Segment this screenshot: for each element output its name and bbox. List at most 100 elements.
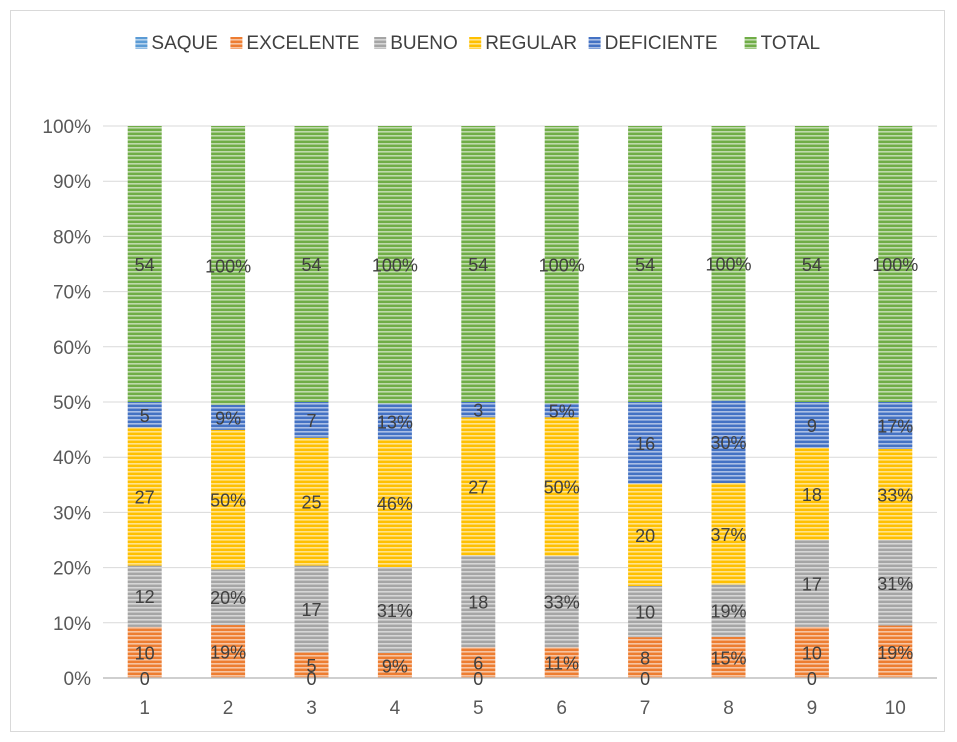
x-tick-label: 2 bbox=[223, 698, 234, 719]
y-tick-label: 100% bbox=[42, 117, 91, 138]
legend-item-total: TOTAL bbox=[744, 33, 820, 54]
legend-swatch bbox=[230, 37, 243, 49]
x-tick-label: 8 bbox=[723, 698, 734, 719]
x-tick-label: 7 bbox=[640, 698, 651, 719]
data-label: 100% bbox=[872, 255, 918, 275]
data-label: 15% bbox=[710, 648, 746, 668]
x-tick-label: 3 bbox=[306, 698, 317, 719]
bar-segment-total bbox=[377, 126, 412, 404]
bar-segment-deficiente bbox=[377, 403, 412, 440]
bar-segment-excelente bbox=[377, 653, 412, 678]
x-tick-label: 6 bbox=[556, 698, 567, 719]
legend-label: DEFICIENTE bbox=[605, 33, 718, 54]
bar-segment-total bbox=[294, 126, 329, 402]
data-label: 0 bbox=[306, 669, 316, 689]
data-label: 8 bbox=[640, 649, 650, 669]
bar-segment-total bbox=[211, 126, 246, 405]
bar-segment-excelente bbox=[711, 636, 746, 678]
bar-segment-excelente bbox=[294, 652, 329, 678]
bar-segment-deficiente bbox=[878, 402, 913, 449]
bar-segment-regular bbox=[628, 483, 663, 586]
data-label: 20 bbox=[635, 526, 655, 546]
data-label: 27 bbox=[468, 477, 488, 497]
data-label: 31% bbox=[877, 574, 913, 594]
bar-segment-regular bbox=[294, 437, 329, 566]
stacked-bar-chart: 0%10%20%30%40%50%60%70%80%90%100%0101227… bbox=[42, 33, 937, 719]
legend-swatch bbox=[744, 37, 757, 49]
data-label: 5 bbox=[306, 656, 316, 676]
legend-label: REGULAR bbox=[485, 33, 577, 54]
bar-segment-deficiente bbox=[628, 402, 663, 484]
bar-segment-total bbox=[127, 126, 162, 402]
bar-segment-regular bbox=[544, 417, 579, 556]
data-label: 54 bbox=[802, 255, 822, 275]
bar-segment-excelente bbox=[127, 626, 162, 678]
chart-frame: 0% 10% 20% 30% 40% 50% 60% 70% 80% 90% 100% 0 10 12 27… bbox=[10, 10, 945, 732]
data-label: 13% bbox=[377, 412, 413, 432]
bar-segment-bueno bbox=[878, 540, 913, 626]
x-tick-label: 10 bbox=[885, 698, 906, 719]
data-label: 0 bbox=[640, 669, 650, 689]
legend-swatch bbox=[469, 37, 482, 49]
data-label: 54 bbox=[135, 255, 155, 275]
legend-swatch bbox=[135, 37, 148, 49]
legend-label: EXCELENTE bbox=[246, 33, 359, 54]
bar-segment-excelente bbox=[544, 647, 579, 678]
data-label: 54 bbox=[635, 255, 655, 275]
bar-segment-deficiente bbox=[211, 404, 246, 430]
bar-segment-bueno bbox=[711, 584, 746, 637]
bar-segment-deficiente bbox=[711, 400, 746, 484]
bar-segment-excelente bbox=[878, 625, 913, 678]
bar-segment-total bbox=[878, 126, 913, 402]
data-label: 17 bbox=[301, 600, 321, 620]
data-label: 10 bbox=[635, 603, 655, 623]
y-tick-label: 50% bbox=[53, 393, 91, 414]
bar-segment-bueno bbox=[294, 565, 329, 653]
bar-segment-regular bbox=[461, 417, 496, 556]
legend-swatch bbox=[588, 37, 601, 49]
data-label: 25 bbox=[301, 493, 321, 513]
data-label: 0 bbox=[473, 669, 483, 689]
x-tick-label: 9 bbox=[807, 698, 818, 719]
data-label: 3 bbox=[473, 401, 483, 421]
data-label: 5 bbox=[140, 406, 150, 426]
legend-label: SAQUE bbox=[151, 33, 218, 54]
data-label: 19% bbox=[210, 643, 246, 663]
data-label: 20% bbox=[210, 588, 246, 608]
data-label: 33% bbox=[877, 485, 913, 505]
legend-item-saque: SAQUE bbox=[135, 33, 218, 54]
data-label: 11% bbox=[544, 654, 579, 674]
bar-segment-deficiente bbox=[794, 402, 829, 448]
data-label: 19% bbox=[877, 643, 913, 663]
bar-segment-deficiente bbox=[127, 402, 162, 428]
data-label: 16 bbox=[635, 434, 655, 454]
x-tick-label: 5 bbox=[473, 698, 484, 719]
bar-segment-excelente bbox=[628, 637, 663, 678]
data-label: 100% bbox=[705, 254, 751, 274]
bar-segment-regular bbox=[377, 439, 412, 568]
bar-segment-excelente bbox=[461, 647, 496, 678]
bar-segment-regular bbox=[794, 448, 829, 540]
y-tick-label: 40% bbox=[53, 448, 91, 469]
data-label: 5% bbox=[549, 401, 575, 421]
data-label: 31% bbox=[377, 601, 413, 621]
bar-segment-bueno bbox=[461, 555, 496, 648]
data-label: 100% bbox=[539, 256, 585, 276]
y-tick-label: 70% bbox=[53, 283, 91, 304]
data-label: 27 bbox=[135, 488, 155, 508]
y-tick-label: 80% bbox=[53, 227, 91, 248]
bar-segment-bueno bbox=[377, 567, 412, 654]
bar-segment-total bbox=[711, 126, 746, 401]
bar-segment-deficiente bbox=[294, 402, 329, 438]
bar-segment-regular bbox=[211, 429, 246, 570]
data-label: 7 bbox=[306, 411, 316, 431]
data-label: 0 bbox=[807, 669, 817, 689]
data-label: 12 bbox=[135, 587, 155, 607]
bar-segment-bueno bbox=[628, 586, 663, 638]
bar-segment-bueno bbox=[211, 569, 246, 626]
bar-segment-bueno bbox=[544, 555, 579, 648]
x-tick-label: 4 bbox=[390, 698, 401, 719]
data-label: 19% bbox=[710, 602, 746, 622]
x-tick-label: 1 bbox=[139, 698, 150, 719]
legend-item-bueno: BUENO bbox=[374, 33, 458, 54]
